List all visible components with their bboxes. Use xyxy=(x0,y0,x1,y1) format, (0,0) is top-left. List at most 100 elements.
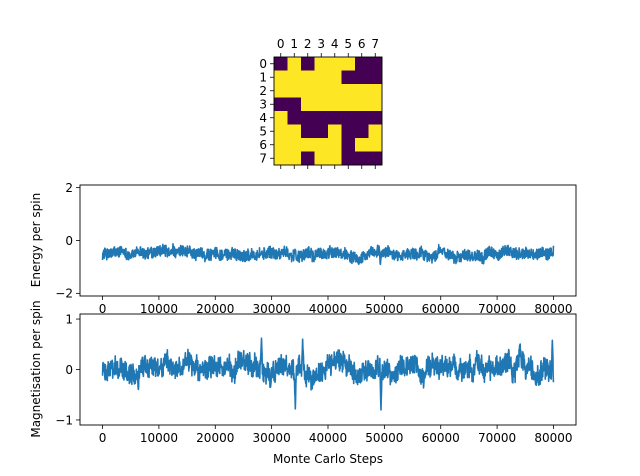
heatmap-x-tick-label: 4 xyxy=(331,37,339,51)
heatmap-cell xyxy=(355,111,369,125)
heatmap-cell xyxy=(274,57,288,71)
magnetisation-y-axis-label: Magnetisation per spin xyxy=(29,300,43,437)
heatmap-x-tick-label: 2 xyxy=(304,37,312,51)
heatmap-cell xyxy=(274,151,288,166)
heatmap-cell xyxy=(287,84,302,98)
energy-x-ticks: 0 10000 20000 30000 40000 50000 60000 70000 8000… xyxy=(99,296,573,316)
energy-y-tick-label: 2 xyxy=(65,181,73,195)
heatmap-cell xyxy=(328,124,342,139)
heatmap-cell xyxy=(341,111,356,125)
magnetisation-x-axis-label: Monte Carlo Steps xyxy=(273,452,383,466)
heatmap-cell xyxy=(314,151,329,166)
heatmap-cell xyxy=(287,97,302,112)
magnetisation-series xyxy=(101,337,555,411)
heatmap-cell xyxy=(355,124,369,139)
heatmap-cell xyxy=(355,97,369,112)
energy-x-tick-label: 30000 xyxy=(253,302,291,316)
heatmap-cell xyxy=(328,151,342,166)
heatmap-cell xyxy=(368,57,383,71)
mag-x-tick-label: 0 xyxy=(99,431,107,445)
heatmap-x-tick-label: 5 xyxy=(344,37,352,51)
heatmap-cell xyxy=(301,151,315,166)
heatmap-cell xyxy=(328,84,342,98)
heatmap-cell xyxy=(274,84,288,98)
energy-y-tick-label: −2 xyxy=(55,287,73,301)
magnetisation-panel: 0 10000 20000 30000 40000 50000 60000 70000 8000… xyxy=(29,300,577,466)
heatmap-cell xyxy=(314,124,329,139)
heatmap-y-tick-label: 6 xyxy=(259,138,267,152)
energy-x-tick-label: 70000 xyxy=(478,302,516,316)
heatmap-cell xyxy=(341,70,356,85)
energy-x-tick-label: 40000 xyxy=(309,302,347,316)
energy-x-tick-label: 20000 xyxy=(196,302,234,316)
heatmap-cell xyxy=(274,124,288,139)
heatmap-cell xyxy=(368,111,383,125)
heatmap-cell xyxy=(274,97,288,112)
heatmap-cell xyxy=(341,97,356,112)
heatmap-y-tick-label: 0 xyxy=(259,57,267,71)
heatmap-cell xyxy=(355,57,369,71)
heatmap-cell xyxy=(301,97,315,112)
energy-panel: 0 10000 20000 30000 40000 50000 60000 70000 8000… xyxy=(29,181,577,316)
heatmap-y-tick-label: 3 xyxy=(259,98,267,112)
heatmap-cell xyxy=(301,138,315,152)
heatmap-cell xyxy=(341,151,356,166)
mag-x-tick-label: 70000 xyxy=(478,431,516,445)
heatmap-cell xyxy=(341,138,356,152)
energy-y-ticks: −2 0 2 xyxy=(55,181,80,301)
magnetisation-y-ticks: −1 0 1 xyxy=(55,312,80,427)
heatmap-y-tick-label: 4 xyxy=(259,111,267,125)
heatmap-cell xyxy=(287,57,302,71)
heatmap-cell xyxy=(314,70,329,85)
heatmap-cell xyxy=(368,138,383,152)
heatmap-cell xyxy=(341,84,356,98)
heatmap-x-tick-label: 3 xyxy=(317,37,325,51)
mag-x-tick-label: 10000 xyxy=(140,431,178,445)
mag-x-tick-label: 60000 xyxy=(422,431,460,445)
energy-x-tick-label: 0 xyxy=(99,302,107,316)
energy-y-axis-label: Energy per spin xyxy=(29,193,43,287)
mag-x-tick-label: 30000 xyxy=(253,431,291,445)
heatmap-x-tick-label: 1 xyxy=(290,37,298,51)
heatmap-cell xyxy=(274,111,288,125)
heatmap-cell xyxy=(355,70,369,85)
heatmap-y-tick-label: 2 xyxy=(259,84,267,98)
heatmap-cell xyxy=(287,111,302,125)
energy-x-tick-label: 50000 xyxy=(365,302,403,316)
heatmap-y-tick-label: 1 xyxy=(259,71,267,85)
mag-y-tick-label: 1 xyxy=(65,312,73,326)
mag-series-line xyxy=(101,337,555,411)
mag-x-tick-label: 80000 xyxy=(534,431,572,445)
heatmap-cell xyxy=(314,84,329,98)
magnetisation-x-ticks: 0 10000 20000 30000 40000 50000 60000 70000 8000… xyxy=(99,425,573,445)
heatmap-cell xyxy=(328,97,342,112)
heatmap-x-tick-label: 7 xyxy=(371,37,379,51)
energy-x-tick-label: 10000 xyxy=(140,302,178,316)
heatmap-cell xyxy=(287,138,302,152)
heatmap-cell xyxy=(287,70,302,85)
heatmap-cells xyxy=(274,57,383,166)
heatmap-cell xyxy=(368,70,383,85)
mag-x-tick-label: 40000 xyxy=(309,431,347,445)
heatmap-cell xyxy=(301,70,315,85)
heatmap-cell xyxy=(301,84,315,98)
heatmap-cell xyxy=(314,97,329,112)
energy-x-tick-label: 60000 xyxy=(422,302,460,316)
heatmap-cell xyxy=(355,151,369,166)
mag-y-tick-label: −1 xyxy=(55,413,73,427)
heatmap-cell xyxy=(274,70,288,85)
heatmap-cell xyxy=(301,57,315,71)
energy-series-line xyxy=(101,243,555,266)
heatmap-cell xyxy=(274,138,288,152)
mag-x-tick-label: 20000 xyxy=(196,431,234,445)
energy-x-tick-label: 80000 xyxy=(534,302,572,316)
heatmap-cell xyxy=(355,84,369,98)
heatmap-cell xyxy=(314,111,329,125)
heatmap-y-tick-label: 7 xyxy=(259,152,267,166)
heatmap-x-tick-label: 0 xyxy=(277,37,285,51)
heatmap-cell xyxy=(368,97,383,112)
